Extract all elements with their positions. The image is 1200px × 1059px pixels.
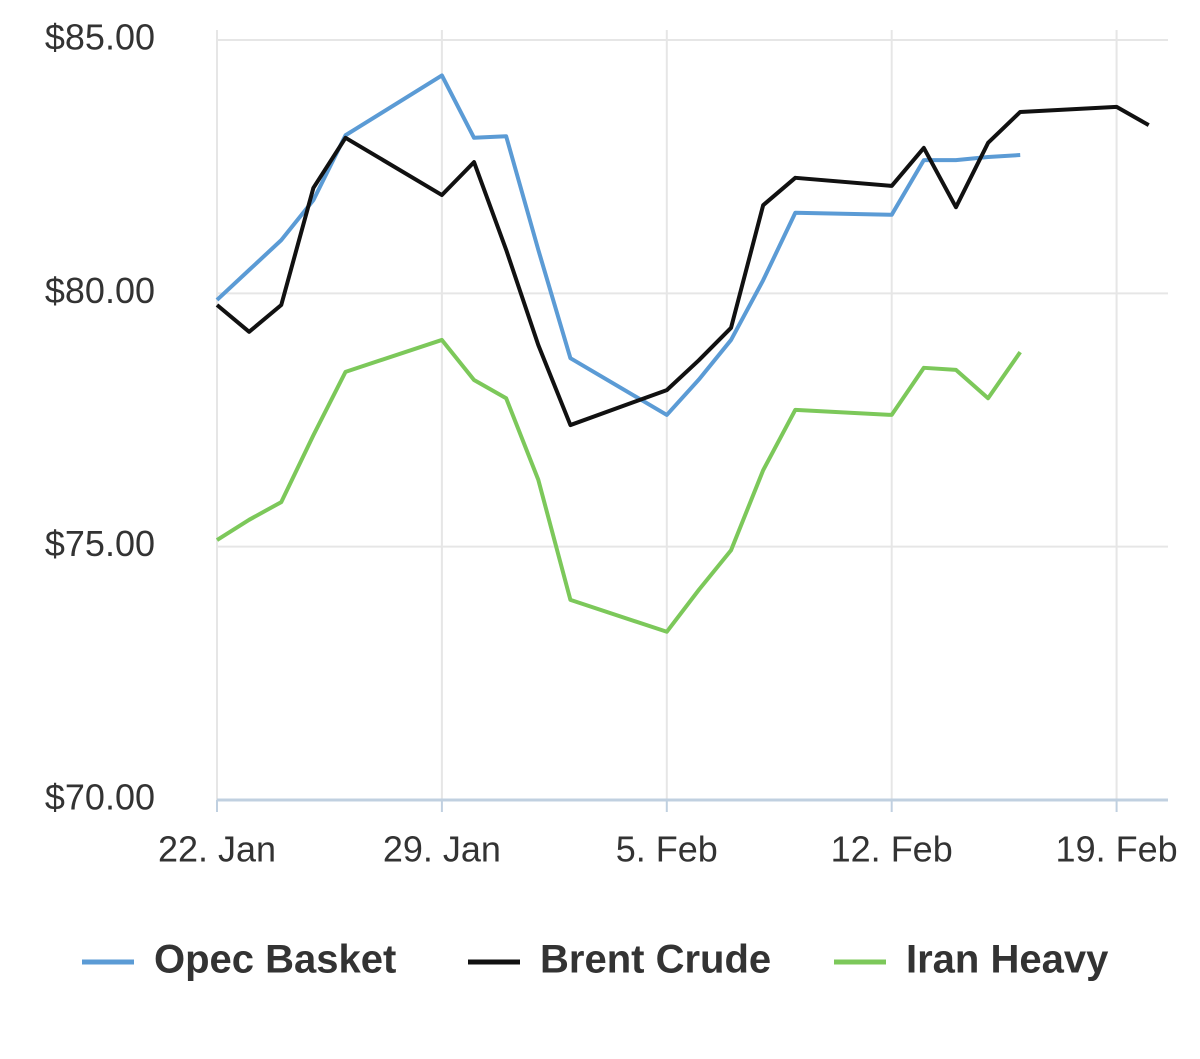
y-tick-label: $75.00 — [45, 523, 155, 564]
y-tick-label: $85.00 — [45, 17, 155, 58]
x-tick-label: 22. Jan — [158, 829, 276, 870]
series-line — [215, 73, 1021, 417]
x-tick-label: 5. Feb — [616, 829, 718, 870]
legend-label: Opec Basket — [154, 938, 396, 982]
y-tick-label: $80.00 — [45, 270, 155, 311]
y-tick-label: $70.00 — [45, 777, 155, 818]
series-line — [215, 104, 1150, 428]
x-tick-label: 29. Jan — [383, 829, 501, 870]
x-tick-label: 12. Feb — [831, 829, 953, 870]
legend-label: Brent Crude — [540, 938, 771, 982]
x-tick-label: 19. Feb — [1056, 829, 1178, 870]
legend-label: Iran Heavy — [906, 938, 1109, 982]
series-line — [215, 337, 1022, 634]
